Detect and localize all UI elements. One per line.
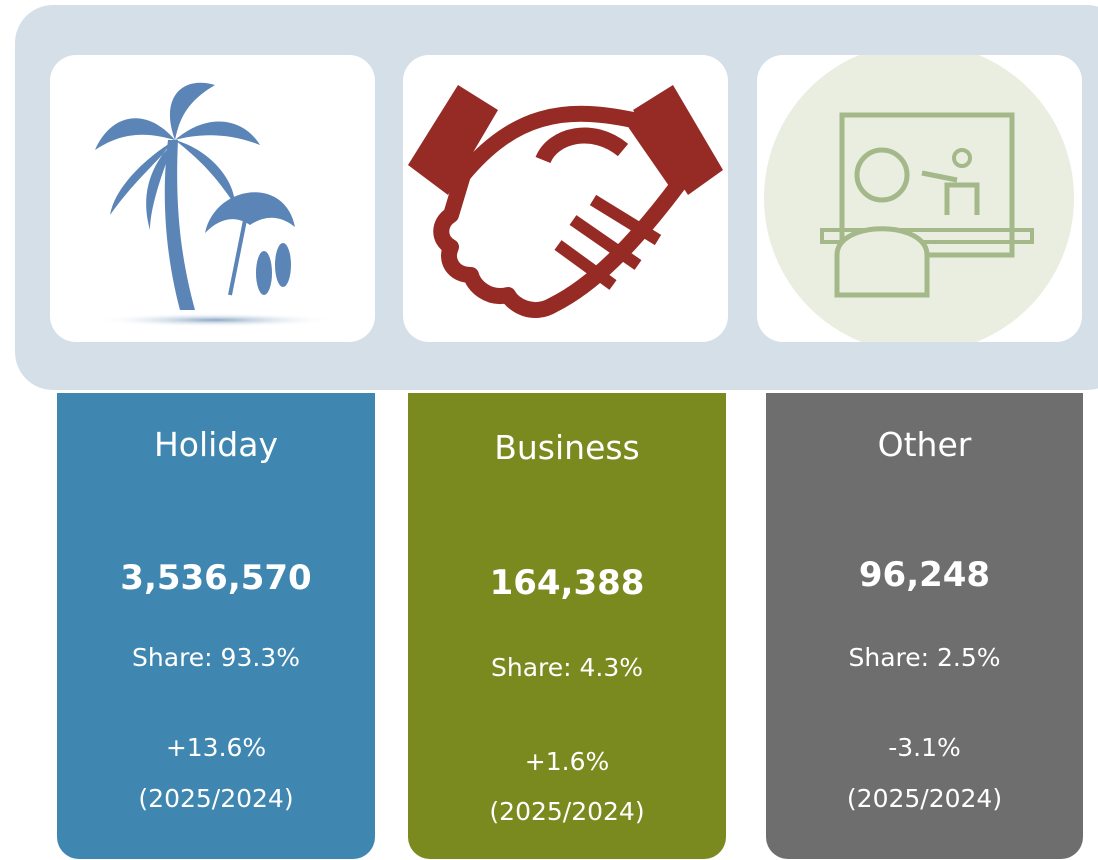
card-change: -3.1% (888, 733, 961, 762)
palm-icon (95, 82, 335, 327)
presentation-icon (764, 55, 1074, 342)
card-period: (2025/2024) (138, 784, 294, 813)
other-icon (757, 55, 1082, 342)
other-card: Other 96,248 Share: 2.5% -3.1% (2025/202… (766, 393, 1083, 859)
card-title: Holiday (153, 425, 279, 464)
business-icon (403, 55, 728, 342)
handshake-icon (408, 85, 723, 318)
card-value: 3,536,570 (120, 558, 312, 598)
card-title: Business (494, 428, 640, 467)
card-change: +13.6% (165, 733, 267, 762)
card-period: (2025/2024) (489, 797, 645, 826)
card-value: 164,388 (489, 563, 645, 603)
card-share: Share: 93.3% (132, 643, 300, 672)
holiday-card: Holiday 3,536,570 Share: 93.3% +13.6% (2… (57, 393, 375, 859)
card-value: 96,248 (858, 555, 991, 595)
card-share: Share: 4.3% (490, 653, 644, 682)
card-title: Other (877, 425, 972, 464)
holiday-icon (50, 55, 375, 342)
business-card: Business 164,388 Share: 4.3% +1.6% (2025… (408, 393, 726, 859)
card-share: Share: 2.5% (848, 643, 1001, 672)
card-period: (2025/2024) (846, 784, 1003, 813)
card-change: +1.6% (524, 747, 610, 776)
